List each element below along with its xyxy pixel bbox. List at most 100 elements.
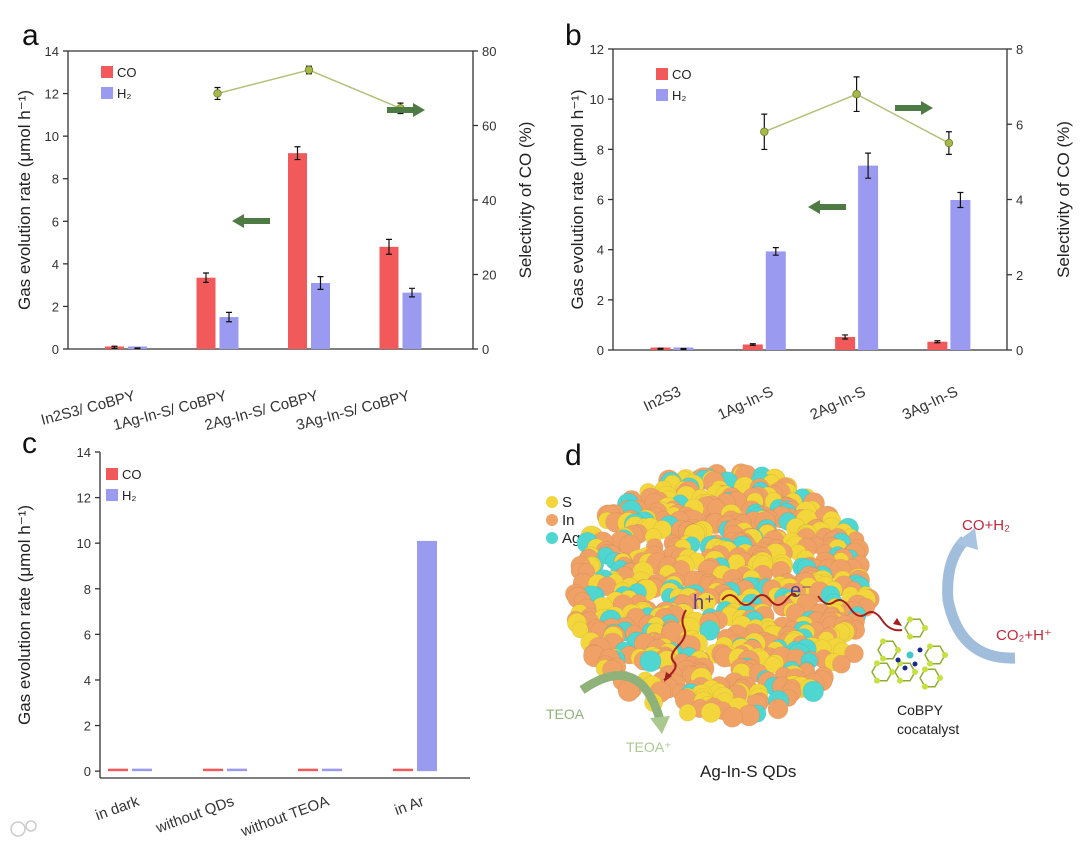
nitrogen-atom <box>917 647 923 653</box>
co-bar <box>927 341 948 350</box>
y-tick-label: 2 <box>597 293 604 308</box>
carbon-atom <box>927 660 933 667</box>
h2-bar <box>765 251 786 350</box>
ring <box>871 662 893 682</box>
h2-bar <box>322 768 342 772</box>
panel-label: d <box>565 439 582 472</box>
left-arrow-icon <box>808 200 846 214</box>
y2-tick-label: 6 <box>1016 117 1023 132</box>
co-bar <box>196 277 216 349</box>
x-tick-label: without QDs <box>153 793 237 837</box>
panel-a-chart: a 0 2 4 6 8 10 12 14 0 20 40 60 80 Gas evolution rate … <box>15 19 535 434</box>
panel-label: c <box>22 427 37 460</box>
legend-swatch-h2 <box>656 89 668 101</box>
selectivity-point <box>760 127 769 136</box>
x-tick-label: without TEOA <box>238 793 331 841</box>
h2-bar <box>311 283 330 349</box>
co-bar <box>108 768 128 772</box>
error-bar <box>957 191 964 209</box>
atom-s <box>571 621 589 639</box>
carbon-atom <box>922 625 928 631</box>
carbon-atom <box>874 660 880 667</box>
legend-label: H₂ <box>672 88 686 103</box>
hole-label: h⁺ <box>693 592 715 614</box>
co-bar <box>288 153 307 349</box>
y-tick-label: 12 <box>45 87 59 102</box>
error-bar <box>680 347 687 351</box>
nitrogen-atom <box>895 657 901 663</box>
wavy-transfer-line <box>721 592 797 606</box>
y2-tick-label: 60 <box>482 119 496 134</box>
y-tick-label: 6 <box>597 193 604 208</box>
teoa-oxidized-label: TEOA⁺ <box>626 739 672 755</box>
y-tick-label: 8 <box>597 142 604 157</box>
legend-swatch-h2 <box>106 489 118 501</box>
atom-s <box>700 702 722 723</box>
right-arrow-icon <box>895 101 933 115</box>
selectivity-line <box>217 69 401 110</box>
y2-axis-title: Selectivity of CO (%) <box>516 122 535 279</box>
cobpy-label: CoBPY <box>897 702 944 718</box>
carbon-atom <box>912 669 918 675</box>
error-bar <box>842 334 849 340</box>
error-bar <box>134 347 141 350</box>
qd-label: Ag-In-S QDs <box>700 762 796 781</box>
co-bar <box>203 768 223 772</box>
atom-legend-label: S <box>562 494 572 511</box>
ring <box>919 668 941 688</box>
legend-swatch-co <box>656 68 668 80</box>
y2-tick-label: 80 <box>482 44 496 59</box>
legend-swatch-co <box>106 468 118 480</box>
y2-tick-label: 8 <box>1016 42 1023 57</box>
right-arrow-icon <box>387 103 425 117</box>
arrowhead-icon <box>664 672 672 682</box>
hole-transfer-arrow <box>663 609 687 681</box>
legend-label: H₂ <box>117 86 131 101</box>
error-bar <box>111 345 118 349</box>
arrowhead-icon <box>893 618 902 626</box>
ring <box>904 618 926 638</box>
co-bar <box>742 344 763 350</box>
y-tick-label: 4 <box>597 243 604 258</box>
legend-swatch-co <box>101 66 113 78</box>
y-tick-label: 12 <box>590 42 604 57</box>
atom-legend-label: In <box>562 512 575 529</box>
electron-label: e⁻ <box>790 580 812 602</box>
carbon-atom <box>907 633 913 640</box>
atom-legend-dot-s <box>546 496 558 508</box>
y-tick-label: 10 <box>45 129 59 144</box>
panel-label: b <box>565 19 582 52</box>
atom-ag <box>699 620 720 641</box>
products-label: CO+H₂ <box>962 517 1010 534</box>
y2-tick-label: 0 <box>1016 343 1023 358</box>
y-tick-label: 8 <box>84 582 91 597</box>
carbon-atom <box>880 655 886 662</box>
carbon-atom <box>874 677 880 684</box>
electron-transfer-arrow <box>817 595 903 632</box>
legend-label: CO <box>672 67 692 82</box>
carbon-atom <box>922 666 928 673</box>
atom-in <box>722 706 743 728</box>
co-bar <box>835 336 856 350</box>
carbon-atom <box>922 683 928 690</box>
h2-bar <box>950 200 971 350</box>
y-tick-label: 0 <box>597 343 604 358</box>
y-tick-label: 14 <box>45 44 59 59</box>
error-bar <box>749 343 756 346</box>
panel-b-chart: b 0 2 4 6 8 10 12 0 2 4 6 8 Gas evolution rate (μmol … <box>565 19 1073 424</box>
carbon-atom <box>889 669 895 675</box>
nitrogen-atom <box>902 665 908 671</box>
atom-in <box>767 698 789 720</box>
error-bar <box>226 311 232 323</box>
teoa-label: TEOA <box>546 706 585 722</box>
selectivity-point <box>944 138 954 148</box>
ring <box>924 645 946 665</box>
y-tick-label: 2 <box>52 299 59 314</box>
y-tick-label: 8 <box>52 172 59 187</box>
atom-in <box>844 643 864 664</box>
y-tick-label: 4 <box>52 257 59 272</box>
selectivity-point <box>213 89 222 98</box>
error-bar <box>934 340 941 344</box>
